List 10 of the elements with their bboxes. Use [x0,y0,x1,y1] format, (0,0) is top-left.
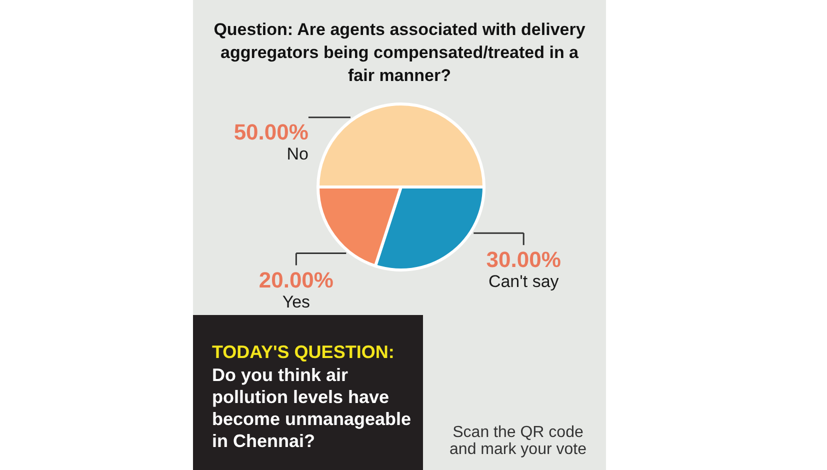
chart-title: Question: Are agents associated with delivery aggregators being compensated/treated in a fair manner? [214,20,586,85]
text: Scan the QR code and mark your vote [450,424,587,458]
slice-label: Yes [282,292,310,312]
text: Do you think air pollution levels have become unmanageable in Chennai? [212,365,412,451]
text: TODAY'S QUESTION: [212,342,394,362]
slice-label: Can't say [488,272,560,292]
data-label: 20.00% [258,267,334,292]
slice-label: No [286,144,308,164]
data-label: 50.00% [234,119,308,144]
data-label: 30.00% [486,247,561,272]
